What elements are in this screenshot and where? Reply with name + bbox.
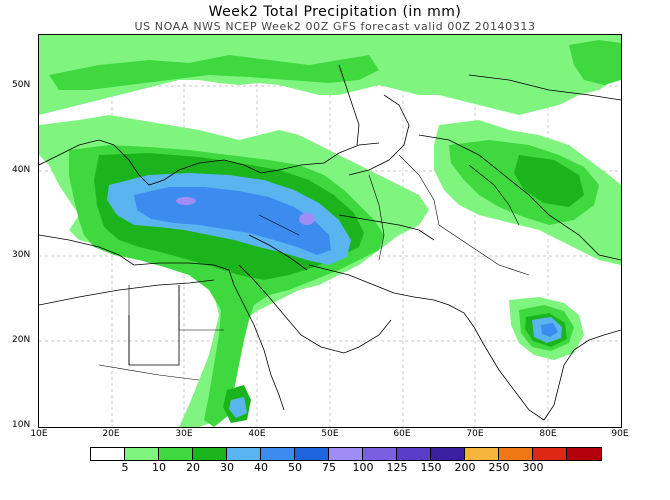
legend-label: 200 bbox=[454, 461, 476, 474]
legend-swatch bbox=[431, 448, 465, 460]
legend-label: 40 bbox=[254, 461, 268, 474]
lon-label: 40E bbox=[248, 429, 266, 439]
legend-label: 20 bbox=[186, 461, 200, 474]
lon-label: 70E bbox=[466, 429, 484, 439]
legend-swatch bbox=[499, 448, 533, 460]
precipitation-map bbox=[39, 35, 621, 427]
legend-swatch bbox=[227, 448, 261, 460]
lon-label: 80E bbox=[539, 429, 557, 439]
lon-label: 20E bbox=[102, 429, 120, 439]
legend-label: 75 bbox=[322, 461, 336, 474]
lat-label: 40N bbox=[12, 165, 31, 175]
legend-swatch bbox=[363, 448, 397, 460]
legend-swatch bbox=[397, 448, 431, 460]
legend-label: 300 bbox=[522, 461, 544, 474]
color-legend bbox=[90, 447, 602, 461]
lon-label: 30E bbox=[175, 429, 193, 439]
chart-title: Week2 Total Precipitation (in mm) bbox=[208, 4, 462, 20]
legend-swatch bbox=[193, 448, 227, 460]
legend-label: 125 bbox=[386, 461, 408, 474]
legend-label: 30 bbox=[220, 461, 234, 474]
legend-swatch bbox=[329, 448, 363, 460]
legend-label: 100 bbox=[352, 461, 374, 474]
country-borders bbox=[98, 154, 530, 381]
lon-label: 90E bbox=[611, 429, 629, 439]
map-panel bbox=[38, 34, 622, 428]
lat-label: 10N bbox=[12, 420, 31, 430]
lon-label: 60E bbox=[393, 429, 411, 439]
legend-label: 250 bbox=[488, 461, 510, 474]
legend-swatch bbox=[261, 448, 295, 460]
lon-label: 50E bbox=[321, 429, 339, 439]
lon-label: 10E bbox=[30, 429, 48, 439]
legend-label: 10 bbox=[152, 461, 166, 474]
legend-label: 5 bbox=[121, 461, 129, 474]
legend-swatch bbox=[295, 448, 329, 460]
lat-label: 30N bbox=[12, 250, 31, 260]
legend-label: 50 bbox=[288, 461, 302, 474]
legend-swatch bbox=[91, 448, 125, 460]
lat-label: 20N bbox=[12, 335, 31, 345]
chart-subtitle: US NOAA NWS NCEP Week2 00Z GFS forecast … bbox=[134, 20, 536, 33]
legend-label: 150 bbox=[420, 461, 442, 474]
legend-swatch bbox=[465, 448, 499, 460]
legend-swatch bbox=[533, 448, 567, 460]
legend-swatch bbox=[159, 448, 193, 460]
legend-swatch bbox=[567, 448, 601, 460]
legend-swatch bbox=[125, 448, 159, 460]
lat-label: 50N bbox=[12, 80, 31, 90]
precip-75-100 bbox=[176, 197, 315, 225]
